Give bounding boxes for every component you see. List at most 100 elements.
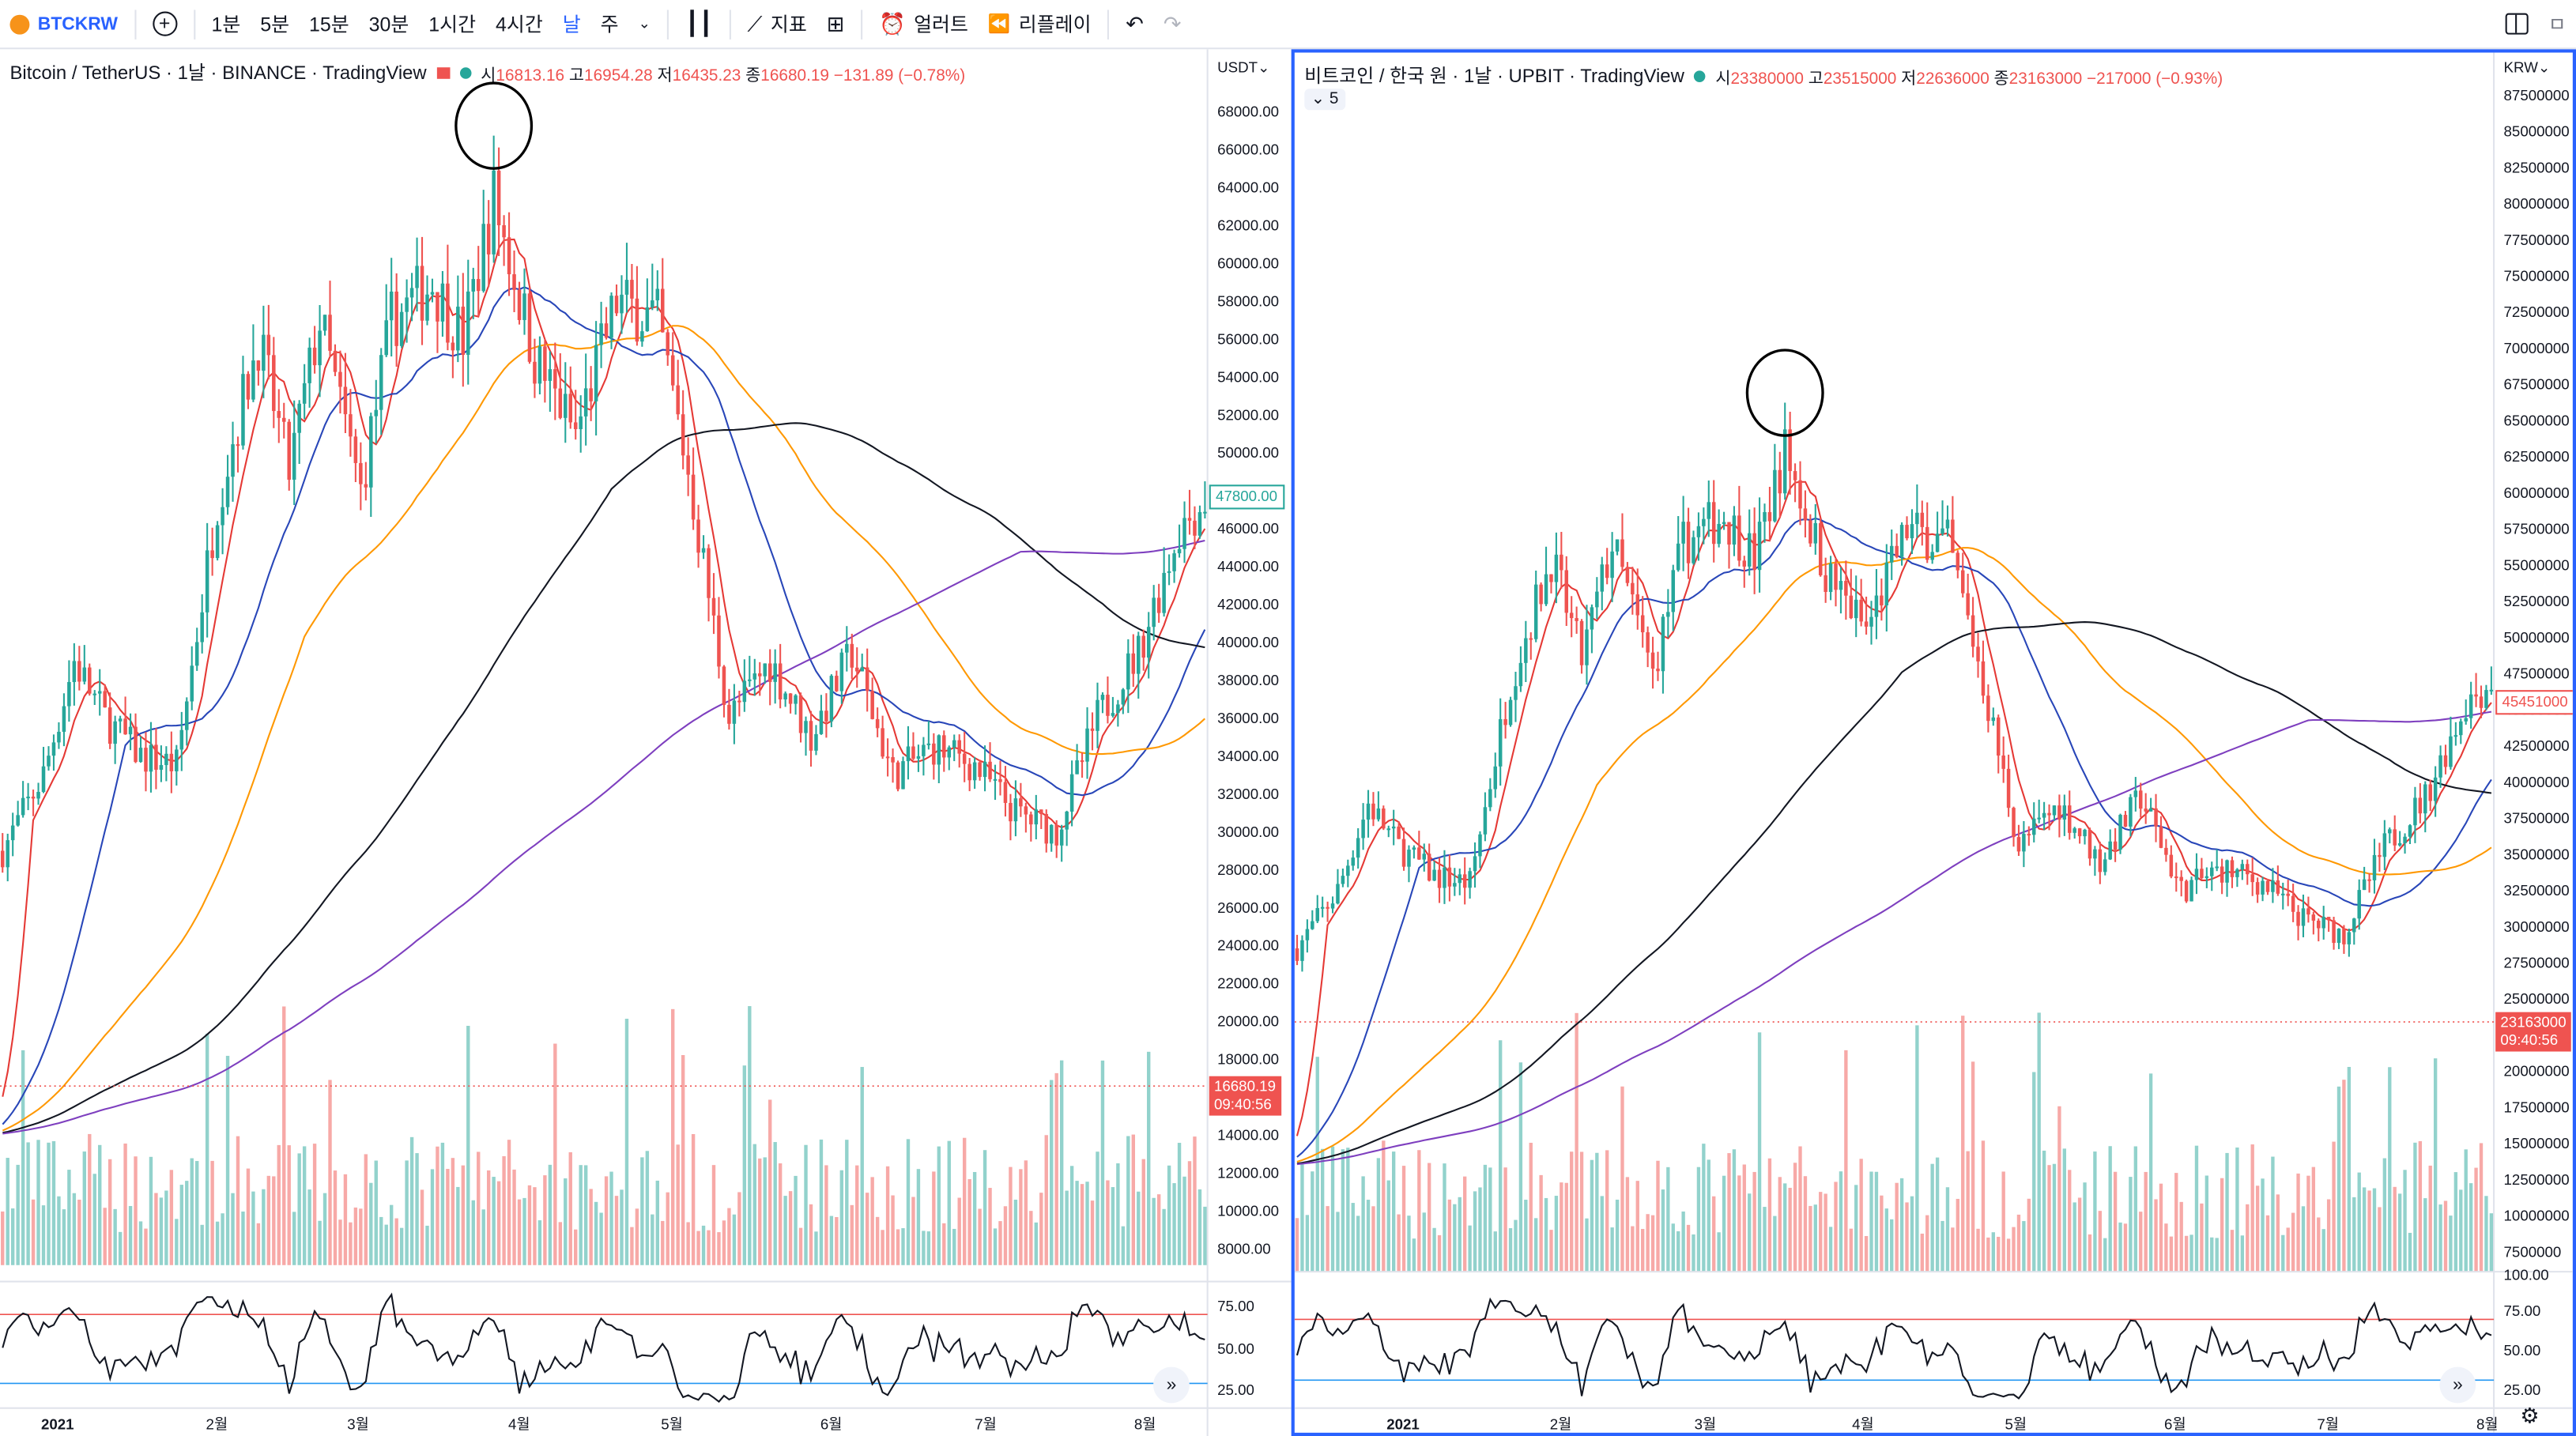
- volume-bar: [2133, 1146, 2138, 1272]
- volume-bar: [1945, 1187, 1950, 1272]
- candle-body: [425, 294, 429, 321]
- symbol-search[interactable]: BTCKRW: [0, 0, 127, 47]
- settings-button[interactable]: ⚙: [2520, 1403, 2539, 1429]
- volume-bar: [1839, 1171, 1843, 1272]
- candle-body: [2246, 864, 2250, 875]
- volume-bar: [2479, 1143, 2484, 1272]
- volume-bar: [2083, 1182, 2087, 1272]
- candle-body: [1401, 839, 1406, 867]
- candle-body: [1711, 502, 1716, 545]
- candle-body: [1920, 512, 1925, 527]
- more-button[interactable]: ㅁ: [2548, 13, 2567, 36]
- volume-bar: [2093, 1151, 2097, 1272]
- left-chart-title[interactable]: Bitcoin / TetherUS · 1날 · BINANCE · Trad…: [9, 64, 427, 85]
- candle-body: [1009, 802, 1013, 822]
- candle-body: [1737, 515, 1741, 561]
- interval-5m[interactable]: 5분: [260, 13, 290, 36]
- volume-bar: [266, 1175, 271, 1265]
- volume-bar: [773, 1142, 777, 1265]
- interval-1d[interactable]: 날: [562, 13, 581, 36]
- add-symbol-button[interactable]: +: [142, 0, 187, 47]
- volume-bar: [502, 1155, 506, 1265]
- right-chart-pane[interactable]: 87500000 85000000 82500000 80000000 77500000…: [1291, 49, 2576, 1436]
- volume-bar: [1147, 1051, 1151, 1265]
- candle-body: [594, 345, 598, 401]
- interval-1h[interactable]: 1시간: [428, 13, 477, 36]
- indicators-button[interactable]: ⟋ 지표: [737, 0, 817, 47]
- volume-bar: [353, 1207, 358, 1265]
- volume-bar: [2108, 1146, 2112, 1272]
- candle-body: [1029, 814, 1033, 825]
- price-axis-tick: 77500000: [2504, 232, 2570, 248]
- candle-body: [2311, 914, 2316, 921]
- candle-body: [1341, 876, 1345, 884]
- price-axis-tick: 70000000: [2504, 340, 2570, 356]
- volume-bar: [1757, 1032, 1762, 1272]
- interval-15m[interactable]: 15분: [309, 13, 349, 36]
- volume-bar: [2047, 1165, 2051, 1272]
- layout-button[interactable]: [2495, 0, 2538, 47]
- candle-body: [2449, 736, 2453, 767]
- candle-body: [128, 726, 133, 735]
- volume-bar: [1009, 1167, 1013, 1265]
- redo-button[interactable]: ↷: [1153, 0, 1191, 47]
- undo-button[interactable]: ↶: [1116, 0, 1154, 47]
- left-open-value: 16813.16: [496, 66, 565, 85]
- left-currency-label[interactable]: USDT⌄: [1217, 58, 1270, 76]
- candle-body: [763, 663, 767, 677]
- left-chart-pane[interactable]: 68000.00 66000.00 64000.00 62000.00 60000.00…: [0, 49, 1292, 1436]
- volume-bar: [507, 1140, 511, 1265]
- left-chart-canvas[interactable]: 68000.00 66000.00 64000.00 62000.00 60000.00…: [0, 49, 1292, 1436]
- volume-bar: [1320, 1148, 1325, 1272]
- replay-button[interactable]: ⏪ 리플레이: [978, 0, 1101, 47]
- alert-button[interactable]: ⏰ 얼러트: [869, 0, 979, 47]
- candle-body: [947, 747, 952, 758]
- candle-body: [88, 667, 92, 694]
- volume-bar: [466, 1026, 470, 1265]
- candle-body: [1524, 638, 1528, 663]
- volume-bar: [1656, 1160, 1660, 1272]
- scroll-to-realtime-button[interactable]: »: [2439, 1366, 2476, 1404]
- price-axis-tick: 44000.00: [1217, 558, 1279, 575]
- candle-body: [6, 840, 9, 868]
- volume-bar: [10, 1208, 15, 1265]
- volume-bar: [2230, 1230, 2235, 1272]
- candle-body: [1880, 595, 1884, 606]
- indicators-toggle[interactable]: ⌄ 5: [1304, 89, 1345, 111]
- volume-bar: [1326, 1206, 1329, 1272]
- volume-bar: [236, 1136, 240, 1265]
- candle-body: [2453, 735, 2458, 737]
- right-chart-title[interactable]: 비트코인 / 한국 원 · 1날 · UPBIT · TradingView: [1304, 67, 1684, 88]
- candle-body: [1747, 533, 1752, 567]
- candle-body: [496, 170, 501, 225]
- volume-bar: [548, 1164, 553, 1265]
- candle-body: [2276, 880, 2280, 894]
- volume-bar: [486, 1170, 491, 1265]
- time-axis-label: 4월: [508, 1416, 530, 1433]
- templates-button[interactable]: ⊞: [817, 0, 854, 47]
- volume-bar: [322, 1193, 327, 1265]
- volume-bar: [492, 1177, 496, 1265]
- candle-body: [2321, 917, 2325, 929]
- chart-type-button[interactable]: ┃┃: [675, 0, 722, 47]
- right-currency-label[interactable]: KRW⌄: [2503, 58, 2551, 76]
- rsi-line: [2, 1292, 1205, 1403]
- volume-bar: [1156, 1194, 1161, 1265]
- interval-dropdown[interactable]: ⌄: [628, 0, 661, 47]
- volume-bar: [2032, 1072, 2036, 1272]
- right-chart-canvas[interactable]: 87500000 85000000 82500000 80000000 77500000…: [1294, 52, 2573, 1433]
- scroll-to-realtime-button[interactable]: »: [1153, 1366, 1190, 1404]
- candle-body: [415, 266, 419, 288]
- volume-bar: [2042, 1150, 2046, 1272]
- candle-body: [1034, 809, 1039, 825]
- volume-bar: [1534, 1218, 1538, 1272]
- interval-4h[interactable]: 4시간: [496, 13, 543, 36]
- interval-1m[interactable]: 1분: [211, 13, 241, 36]
- candle-body: [1300, 940, 1304, 961]
- interval-1w[interactable]: 주: [600, 13, 619, 36]
- volume-bar: [1075, 1181, 1079, 1265]
- price-axis-tick: 35000000: [2504, 846, 2570, 862]
- volume-bar: [72, 1193, 77, 1265]
- interval-30m[interactable]: 30분: [368, 13, 409, 36]
- volume-bar: [1940, 1220, 1944, 1272]
